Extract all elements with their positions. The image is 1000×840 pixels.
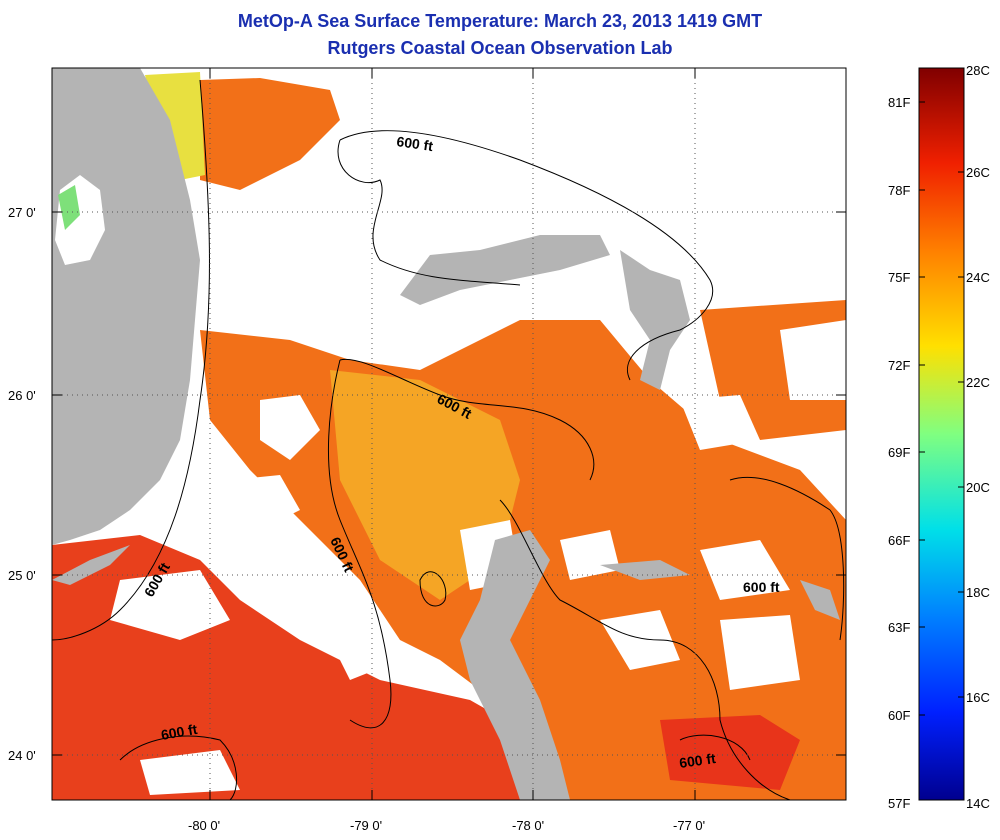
lat-label-26: 26 0' bbox=[8, 388, 36, 403]
colorbar-f-72: 72F bbox=[888, 358, 910, 373]
lat-label-24: 24 0' bbox=[8, 748, 36, 763]
florida-keys bbox=[52, 545, 130, 585]
lon-label-79: -79 0' bbox=[350, 818, 382, 833]
tick-marks bbox=[52, 68, 846, 800]
lon-label-78: -78 0' bbox=[512, 818, 544, 833]
colorbar bbox=[918, 67, 965, 801]
colorbar-c-20: 20C bbox=[966, 480, 990, 495]
lake-sst bbox=[58, 185, 80, 230]
colorbar-c-22: 22C bbox=[966, 375, 990, 390]
map-subtitle: Rutgers Coastal Ocean Observation Lab bbox=[327, 38, 673, 58]
cloud-patches bbox=[110, 320, 846, 795]
colorbar-c-ticks bbox=[958, 171, 964, 698]
grid-lines bbox=[52, 68, 846, 800]
lat-label-25: 25 0' bbox=[8, 568, 36, 583]
map-area bbox=[52, 68, 846, 800]
contour-label-southeast: 600 ft bbox=[678, 750, 717, 771]
colorbar-f-60: 60F bbox=[888, 708, 910, 723]
colorbar-f-69: 69F bbox=[888, 445, 910, 460]
colorbar-f-63: 63F bbox=[888, 620, 910, 635]
colorbar-c-14: 14C bbox=[966, 796, 990, 811]
exuma-land bbox=[800, 580, 840, 620]
lon-label-77: -77 0' bbox=[673, 818, 705, 833]
colorbar-f-57: 57F bbox=[888, 796, 910, 811]
colorbar-f-81: 81F bbox=[888, 95, 910, 110]
sst-region-north-yellow bbox=[145, 72, 205, 180]
colorbar-c-28: 28C bbox=[966, 63, 990, 78]
lat-label-27: 27 0' bbox=[8, 205, 36, 220]
colorbar-f-78: 78F bbox=[888, 183, 910, 198]
andros-land bbox=[460, 530, 570, 800]
map-title: MetOp-A Sea Surface Temperature: March 2… bbox=[237, 11, 763, 31]
colorbar-f-75: 75F bbox=[888, 270, 910, 285]
abaco-land bbox=[620, 250, 690, 390]
grand-bahama-land bbox=[400, 235, 610, 305]
colorbar-f-ticks bbox=[919, 101, 925, 716]
contour-label-north: 600 ft bbox=[396, 133, 435, 154]
contour-label-east: 600 ft bbox=[743, 579, 780, 595]
colorbar-c-24: 24C bbox=[966, 270, 990, 285]
map-frame bbox=[51, 67, 847, 801]
lon-label-80: -80 0' bbox=[188, 818, 220, 833]
contour-label-south: 600 ft bbox=[160, 721, 199, 743]
colorbar-c-26: 26C bbox=[966, 165, 990, 180]
colorbar-c-16: 16C bbox=[966, 690, 990, 705]
sst-region-north-strip bbox=[200, 78, 340, 190]
colorbar-f-66: 66F bbox=[888, 533, 910, 548]
colorbar-c-18: 18C bbox=[966, 585, 990, 600]
